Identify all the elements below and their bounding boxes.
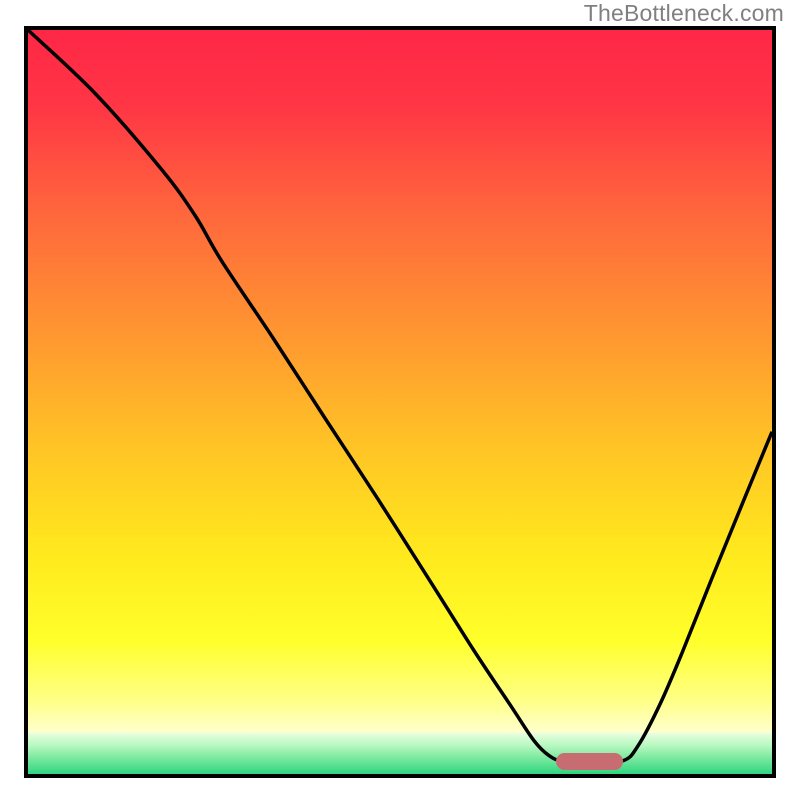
- watermark-text: TheBottleneck.com: [584, 0, 784, 27]
- chart-plot-area: [24, 26, 776, 778]
- chart-optimal-marker: [556, 753, 623, 769]
- chart-curve-path: [28, 30, 772, 762]
- chart-curve: [28, 30, 772, 774]
